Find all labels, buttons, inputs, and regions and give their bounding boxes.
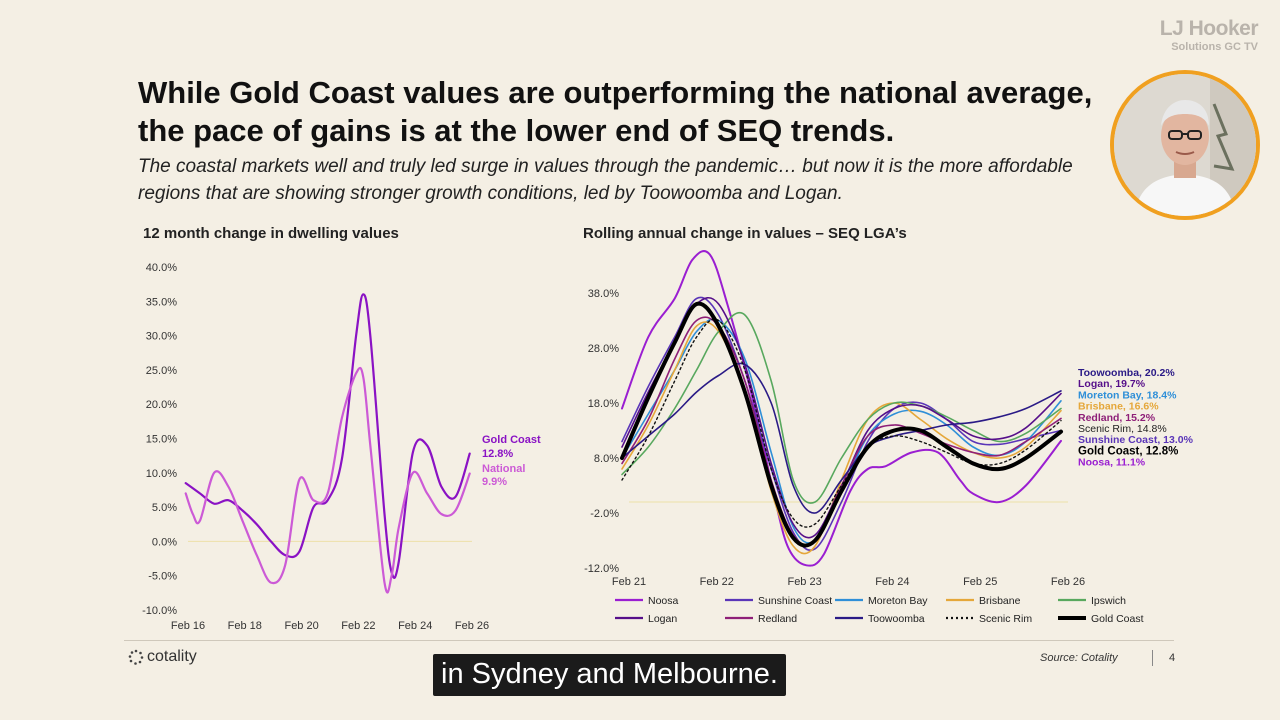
left-label-national-value: 9.9% — [482, 476, 507, 488]
right-end-label-scenic-rim: Scenic Rim, 14.8% — [1078, 423, 1167, 435]
right-chart-title: Rolling annual change in values – SEQ LG… — [583, 225, 907, 242]
left-x-tick-label: Feb 20 — [284, 620, 318, 632]
page-number: 4 — [1169, 652, 1176, 664]
left-y-tick-label: 40.0% — [146, 262, 177, 274]
right-x-tick-label: Feb 25 — [963, 576, 997, 588]
right-series-gold-coast — [620, 301, 1063, 548]
right-end-label-toowoomba: Toowoomba, 20.2% — [1078, 367, 1175, 379]
left-y-tick-label: 0.0% — [152, 536, 177, 548]
left-y-tick-label: -5.0% — [148, 571, 177, 583]
right-series-ipswich — [621, 312, 1062, 504]
right-end-label-sunshine-coast: Sunshine Coast, 13.0% — [1078, 434, 1194, 446]
left-series-gold-coast — [184, 293, 471, 579]
right-y-tick-label: 8.0% — [594, 453, 619, 465]
right-x-tick-label: Feb 23 — [787, 576, 821, 588]
right-x-tick-label: Feb 24 — [875, 576, 909, 588]
right-y-tick-label: 18.0% — [588, 398, 619, 410]
source-note: Source: Cotality — [1040, 652, 1118, 664]
left-label-national-name: National — [482, 463, 525, 475]
left-y-tick-label: 35.0% — [146, 296, 177, 308]
left-x-tick-label: Feb 26 — [455, 620, 489, 632]
right-end-label-moreton-bay: Moreton Bay, 18.4% — [1078, 389, 1177, 401]
left-y-tick-label: 25.0% — [146, 365, 177, 377]
right-y-tick-label: 38.0% — [588, 288, 619, 300]
legend-label-ipswich: Ipswich — [1091, 595, 1126, 607]
right-end-label-logan: Logan, 19.7% — [1078, 378, 1146, 390]
left-chart-title: 12 month change in dwelling values — [143, 225, 399, 242]
legend-label-scenic-rim: Scenic Rim — [979, 613, 1032, 625]
slide-subheadline: The coastal markets well and truly led s… — [138, 156, 1073, 204]
legend-label-moreton-bay: Moreton Bay — [868, 595, 928, 607]
cotality-logo: cotality — [128, 648, 197, 666]
slide-headline: While Gold Coast values are outperformin… — [138, 75, 1093, 148]
left-x-tick-label: Feb 16 — [171, 620, 205, 632]
left-y-tick-label: -10.0% — [142, 605, 177, 617]
video-caption: in Sydney and Melbourne. — [433, 654, 786, 696]
left-y-tick-label: 20.0% — [146, 399, 177, 411]
legend-label-sunshine-coast: Sunshine Coast — [758, 595, 832, 607]
legend-label-logan: Logan — [648, 613, 677, 625]
legend-label-noosa: Noosa — [648, 595, 679, 607]
cotality-logo-icon — [128, 649, 144, 665]
left-series-national — [184, 366, 471, 594]
right-y-tick-label: -12.0% — [584, 563, 619, 575]
logo-text: cotality — [147, 648, 197, 665]
left-y-tick-label: 5.0% — [152, 502, 177, 514]
legend-label-redland: Redland — [758, 613, 797, 625]
right-y-tick-label: -2.0% — [590, 508, 619, 520]
left-x-tick-label: Feb 22 — [341, 620, 375, 632]
legend-label-toowoomba: Toowoomba — [868, 613, 925, 625]
right-end-label-redland: Redland, 15.2% — [1078, 412, 1156, 424]
footer-divider — [124, 640, 1174, 641]
brand-watermark: LJ Hooker Solutions GC TV — [1159, 17, 1259, 54]
right-series-scenic-rim — [621, 318, 1062, 528]
left-y-tick-label: 30.0% — [146, 331, 177, 343]
right-end-label-brisbane: Brisbane, 16.6% — [1078, 401, 1159, 413]
right-y-tick-label: 28.0% — [588, 343, 619, 355]
right-series-toowoomba — [621, 362, 1062, 514]
left-y-tick-label: 15.0% — [146, 434, 177, 446]
right-series-sunshine-coast — [621, 296, 1062, 551]
right-end-label-noosa: Noosa, 11.1% — [1078, 457, 1146, 469]
legend-label-gold-coast: Gold Coast — [1091, 613, 1144, 625]
left-x-tick-label: Feb 24 — [398, 620, 432, 632]
right-x-tick-label: Feb 21 — [612, 576, 646, 588]
brand-name: LJ Hooker — [1159, 17, 1259, 40]
left-label-gold-coast-name: Gold Coast — [482, 434, 541, 446]
left-x-tick-label: Feb 18 — [228, 620, 262, 632]
footer-separator — [1152, 650, 1153, 666]
left-label-gold-coast-value: 12.8% — [482, 448, 513, 460]
right-series-brisbane — [621, 321, 1062, 555]
left-y-tick-label: 10.0% — [146, 468, 177, 480]
right-x-tick-label: Feb 26 — [1051, 576, 1085, 588]
right-end-label-gold-coast: Gold Coast, 12.8% — [1078, 445, 1178, 457]
brand-subtitle: Solutions GC TV — [1171, 41, 1258, 53]
right-x-tick-label: Feb 22 — [700, 576, 734, 588]
legend-label-brisbane: Brisbane — [979, 595, 1021, 607]
right-series-noosa — [621, 250, 1062, 567]
